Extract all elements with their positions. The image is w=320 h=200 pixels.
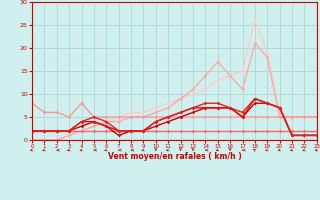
X-axis label: Vent moyen/en rafales ( km/h ): Vent moyen/en rafales ( km/h ) — [108, 152, 241, 161]
